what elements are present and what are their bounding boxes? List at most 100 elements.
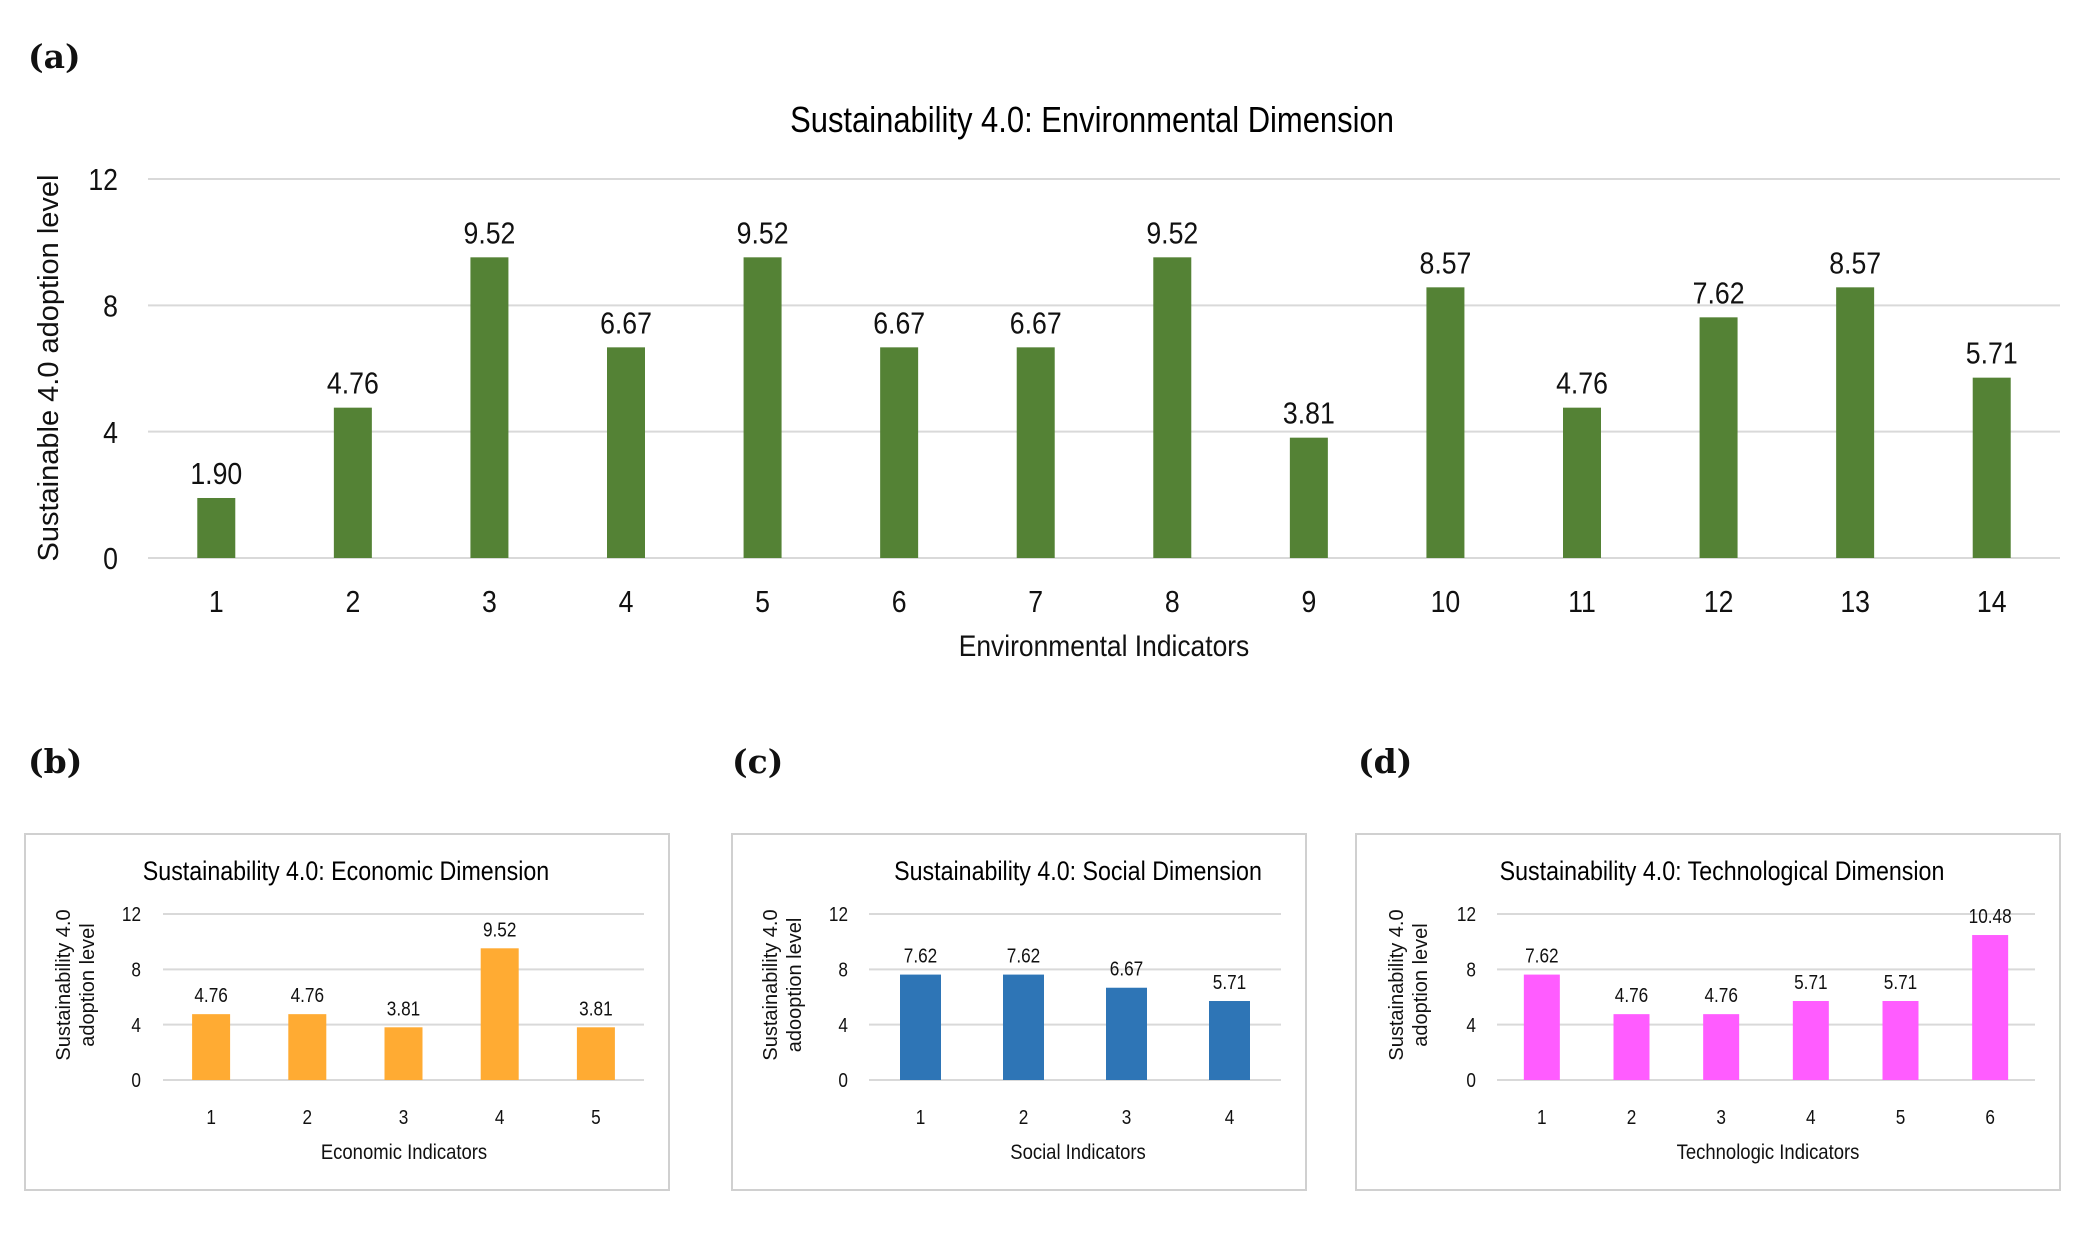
y-axis-label-line: Sustainability 4.0	[760, 909, 782, 1060]
x-tick-label-3: 3	[399, 1106, 409, 1129]
x-tick-label-4: 4	[1225, 1106, 1235, 1129]
data-label-social-1: 7.62	[904, 944, 937, 967]
x-tick-label-12: 12	[1704, 585, 1734, 619]
data-label-environmental-14: 5.71	[1966, 337, 2018, 371]
data-label-technological-5: 5.71	[1884, 971, 1917, 994]
bar-economic-2	[288, 1014, 327, 1080]
data-label-social-2: 7.62	[1007, 944, 1040, 967]
data-label-environmental-9: 3.81	[1283, 397, 1335, 431]
bar-environmental-2	[333, 407, 372, 558]
x-tick-label-3: 3	[1716, 1106, 1726, 1129]
data-label-social-4: 5.71	[1213, 971, 1246, 994]
x-tick-label-5: 5	[1896, 1106, 1906, 1129]
data-label-technological-6: 10.48	[1969, 905, 2012, 928]
x-axis-label: Social Indicators	[1010, 1141, 1146, 1164]
chart-title: Sustainability 4.0: Economic Dimension	[143, 856, 549, 886]
data-label-economic-4: 9.52	[483, 918, 516, 941]
x-tick-label-10: 10	[1431, 585, 1461, 619]
data-label-technological-1: 7.62	[1525, 944, 1558, 967]
x-tick-label-1: 1	[209, 585, 224, 619]
bar-environmental-12	[1699, 317, 1738, 558]
bar-environmental-11	[1563, 407, 1601, 558]
x-axis-label: Economic Indicators	[321, 1141, 487, 1164]
chart-title: Sustainability 4.0: Social Dimension	[894, 856, 1262, 886]
chart-frame	[1355, 833, 2061, 1191]
x-tick-label-1: 1	[1537, 1106, 1547, 1129]
bar-social-4	[1209, 1001, 1250, 1080]
bar-environmental-13	[1836, 287, 1875, 558]
y-tick-label: 0	[838, 1069, 848, 1092]
x-tick-label-11: 11	[1568, 585, 1596, 619]
x-tick-label-4: 4	[495, 1106, 505, 1129]
y-axis-label: Sustainability 4.0 adoption level	[53, 909, 99, 1060]
x-tick-label-9: 9	[1301, 585, 1316, 619]
technological-chart: Sustainability 4.0: Technological Dimens…	[1355, 833, 2061, 1191]
x-tick-label-2: 2	[345, 585, 360, 619]
data-label-environmental-7: 6.67	[1010, 307, 1062, 341]
chart-title: Sustainability 4.0: Technological Dimens…	[1500, 856, 1945, 886]
panel-label-d: (d)	[1358, 742, 1412, 781]
data-label-economic-1: 4.76	[194, 984, 227, 1007]
data-label-environmental-5: 9.52	[737, 217, 789, 251]
bar-environmental-8	[1153, 257, 1192, 558]
data-label-economic-5: 3.81	[579, 997, 612, 1020]
data-label-environmental-12: 7.62	[1693, 277, 1745, 311]
data-label-technological-3: 4.76	[1704, 984, 1737, 1007]
bar-social-2	[1003, 974, 1044, 1080]
y-axis-label-line: adoption level	[1410, 923, 1432, 1046]
bar-environmental-6	[880, 347, 919, 558]
y-tick-label: 4	[838, 1014, 848, 1037]
y-tick-label: 12	[829, 903, 848, 926]
data-label-social-3: 6.67	[1110, 958, 1143, 981]
data-label-economic-3: 3.81	[387, 997, 420, 1020]
bar-social-3	[1106, 987, 1147, 1080]
data-label-environmental-1: 1.90	[190, 457, 242, 491]
bar-environmental-14	[1972, 377, 2011, 558]
bar-environmental-10	[1426, 287, 1465, 558]
x-tick-label-5: 5	[755, 585, 770, 619]
social-chart: Sustainability 4.0: Social Dimension 0 4 8 1…	[731, 833, 1307, 1191]
data-label-technological-4: 5.71	[1794, 971, 1827, 994]
y-axis-label-line: adoption level	[77, 923, 99, 1046]
bar-environmental-1	[197, 497, 236, 558]
y-tick-label: 0	[131, 1069, 141, 1092]
x-tick-label-4: 4	[619, 585, 634, 619]
bar-environmental-5	[743, 257, 782, 558]
x-axis-label: Environmental Indicators	[959, 628, 1249, 662]
x-tick-label-2: 2	[1019, 1106, 1029, 1129]
bar-technological-4	[1792, 1001, 1829, 1080]
bar-economic-1	[192, 1014, 231, 1080]
x-tick-label-6: 6	[1985, 1106, 1995, 1129]
data-label-environmental-10: 8.57	[1419, 247, 1471, 281]
panel-label-b: (b)	[28, 742, 82, 781]
y-tick-label: 4	[131, 1014, 141, 1037]
y-tick-label: 12	[88, 163, 118, 197]
x-tick-label-13: 13	[1840, 585, 1870, 619]
chart-title: Sustainability 4.0: Environmental Dimens…	[790, 101, 1394, 141]
bar-environmental-3	[470, 257, 509, 558]
y-tick-label: 4	[103, 416, 118, 450]
x-axis-label: Technologic Indicators	[1677, 1141, 1860, 1164]
bar-economic-5	[576, 1027, 615, 1080]
x-tick-label-7: 7	[1028, 585, 1043, 619]
x-tick-label-14: 14	[1977, 585, 2007, 619]
x-tick-label-1: 1	[206, 1106, 216, 1129]
bar-environmental-7	[1016, 347, 1055, 558]
bar-economic-3	[384, 1027, 423, 1080]
x-tick-label-5: 5	[591, 1106, 601, 1129]
x-tick-label-2: 2	[1627, 1106, 1637, 1129]
environmental-chart: Sustainability 4.0: Environmental Dimens…	[33, 101, 2060, 662]
data-label-environmental-6: 6.67	[873, 307, 925, 341]
data-label-environmental-4: 6.67	[600, 307, 652, 341]
data-label-environmental-13: 8.57	[1829, 247, 1881, 281]
bar-social-1	[900, 974, 941, 1080]
chart-frame	[24, 833, 670, 1191]
y-axis-label: Sustainability 4.0 adooption level	[760, 909, 806, 1060]
y-axis-label-line: Sustainable 4.0 adoption level	[33, 175, 65, 562]
y-axis-label-line: Sustainability 4.0	[53, 909, 75, 1060]
y-tick-label: 4	[1466, 1014, 1476, 1037]
x-tick-label-3: 3	[482, 585, 497, 619]
y-axis-label-line: Sustainability 4.0	[1386, 909, 1408, 1060]
economic-chart: Sustainability 4.0: Economic Dimension 0 4…	[24, 833, 670, 1191]
y-axis-label: Sustainable 4.0 adoption level	[33, 175, 65, 562]
